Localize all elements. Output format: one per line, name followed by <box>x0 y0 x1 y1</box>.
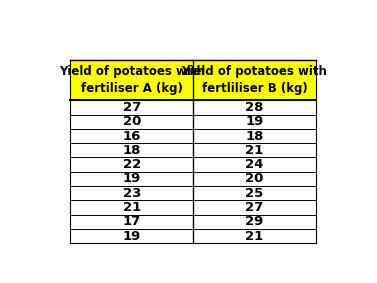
Text: 20: 20 <box>123 115 141 128</box>
Bar <box>70 60 316 100</box>
Text: Yield of potatoes with
fertiliser A (kg): Yield of potatoes with fertiliser A (kg) <box>59 65 205 95</box>
Text: Yield of potatoes with
fertliliser B (kg): Yield of potatoes with fertliliser B (kg… <box>182 65 328 95</box>
Text: 19: 19 <box>245 115 264 128</box>
Text: 19: 19 <box>123 230 141 243</box>
Text: 20: 20 <box>245 172 264 185</box>
Text: 21: 21 <box>245 144 264 157</box>
Text: 18: 18 <box>123 144 141 157</box>
Text: 21: 21 <box>245 230 264 243</box>
Text: 21: 21 <box>123 201 141 214</box>
Text: 27: 27 <box>245 201 264 214</box>
Text: 23: 23 <box>123 187 141 200</box>
Text: 19: 19 <box>123 172 141 185</box>
Text: 29: 29 <box>245 215 264 228</box>
Text: 25: 25 <box>245 187 264 200</box>
Text: 27: 27 <box>123 101 141 114</box>
Text: 17: 17 <box>123 215 141 228</box>
Text: 22: 22 <box>123 158 141 171</box>
Text: 18: 18 <box>245 130 264 143</box>
Text: 16: 16 <box>123 130 141 143</box>
Text: 28: 28 <box>245 101 264 114</box>
Text: 24: 24 <box>245 158 264 171</box>
